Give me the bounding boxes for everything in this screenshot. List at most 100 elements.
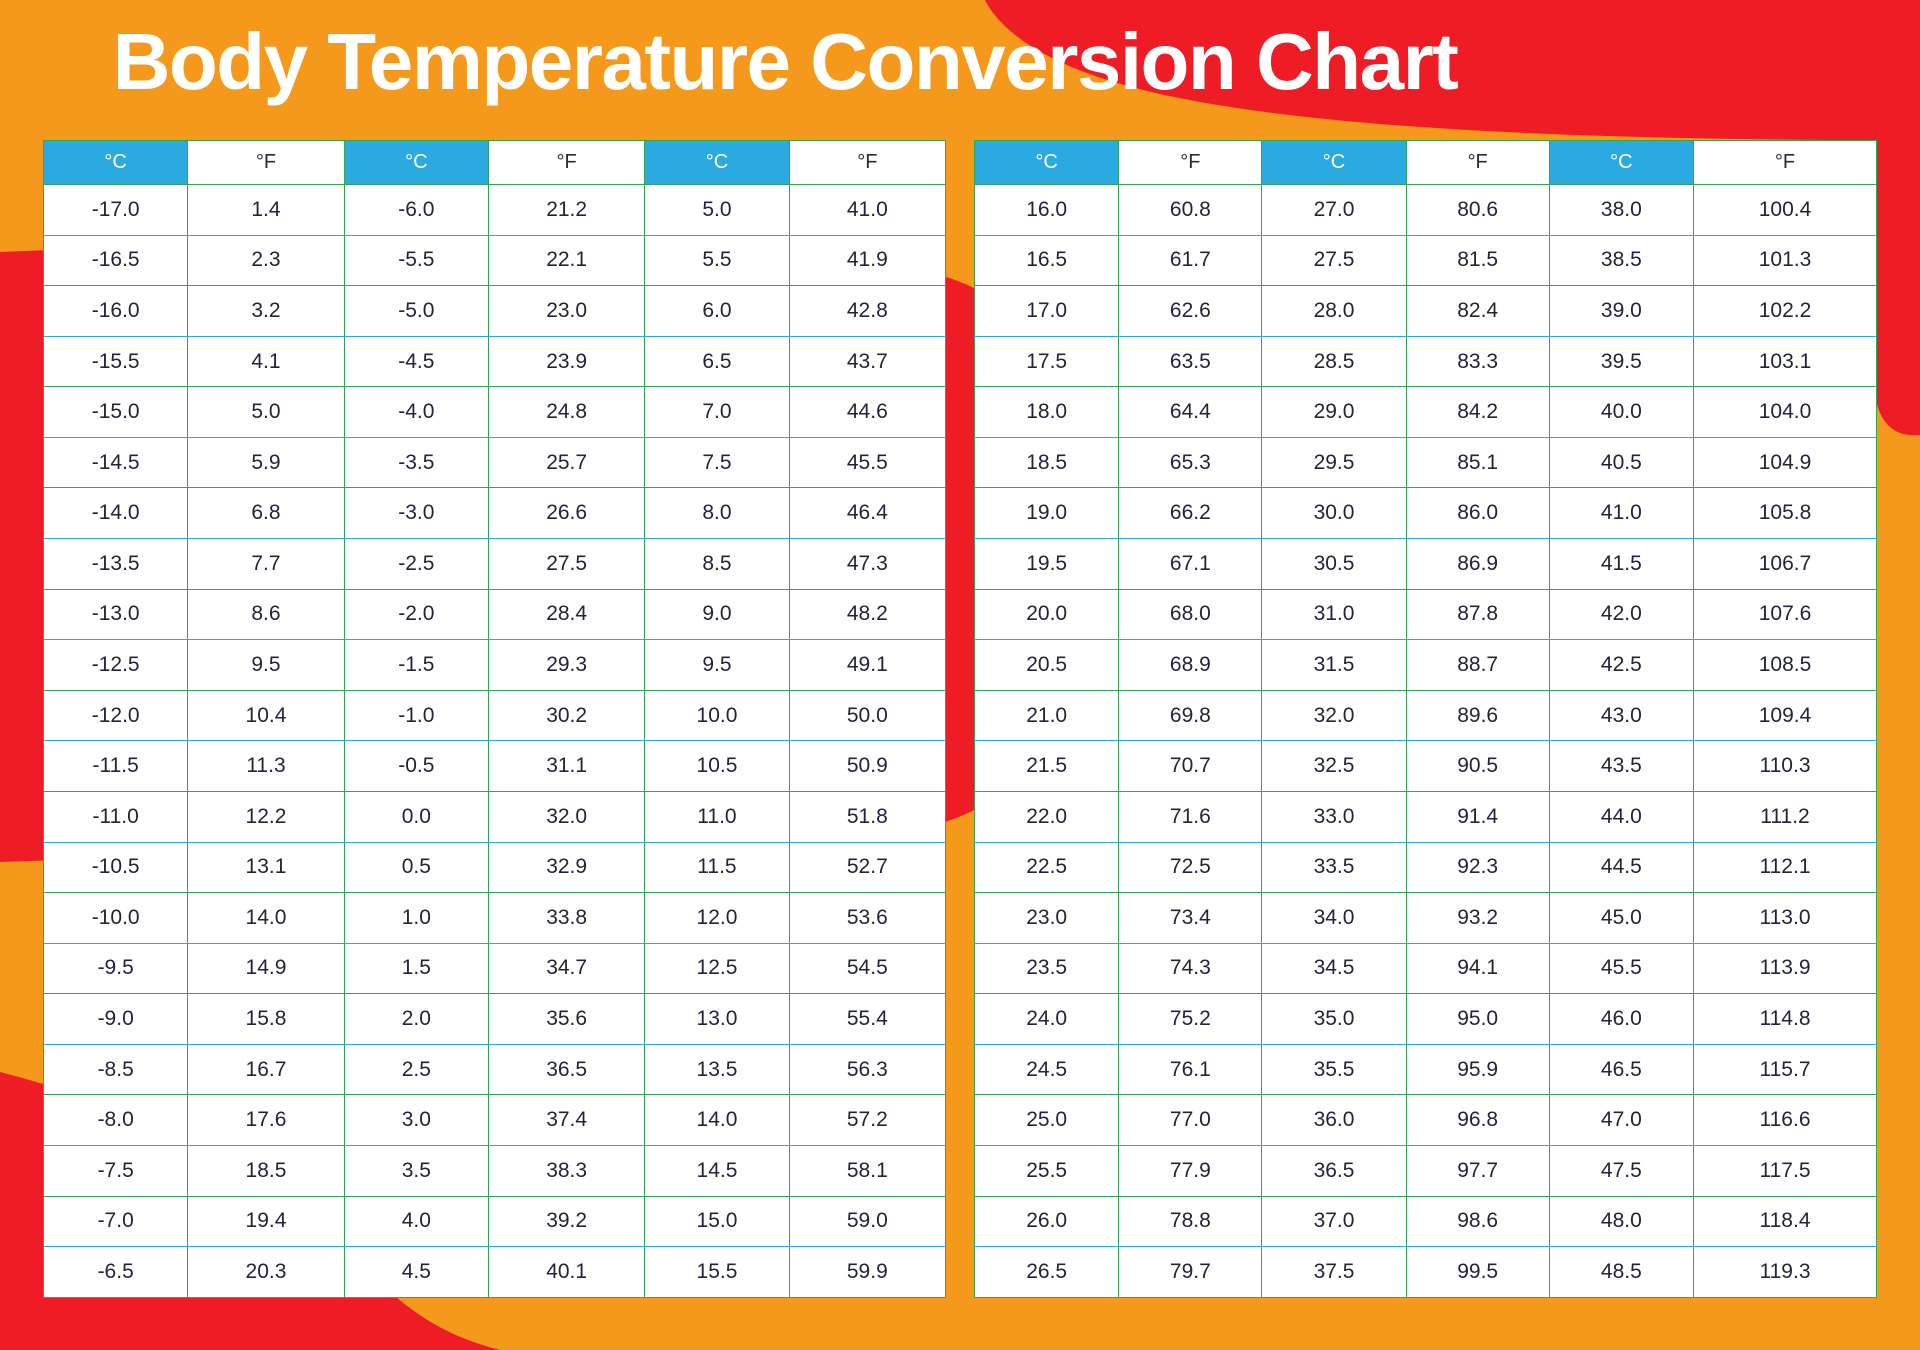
fahrenheit-value-cell: 68.9 [1118, 639, 1263, 691]
fahrenheit-value-cell: 110.3 [1693, 740, 1877, 792]
fahrenheit-value-cell: 13.1 [187, 841, 345, 894]
celsius-value-cell: 46.0 [1548, 993, 1695, 1045]
fahrenheit-value-cell: 9.5 [187, 639, 345, 691]
table-row: -10.0 14.0 1.0 33.8 12.0 53.6 [42, 892, 947, 944]
celsius-value-cell: 13.5 [644, 1043, 790, 1096]
celsius-value-cell: 11.5 [644, 841, 790, 894]
celsius-value-cell: 45.5 [1548, 942, 1695, 995]
fahrenheit-value-cell: 32.0 [487, 790, 646, 843]
fahrenheit-value-cell: 6.8 [187, 487, 345, 540]
celsius-value-cell: 27.0 [1261, 184, 1407, 236]
celsius-value-cell: -1.5 [343, 639, 489, 691]
celsius-header: °C [343, 140, 489, 185]
fahrenheit-value-cell: 53.6 [788, 892, 947, 944]
celsius-value-cell: 33.5 [1261, 841, 1407, 894]
celsius-value-cell: 27.5 [1261, 234, 1407, 287]
celsius-value-cell: 5.0 [644, 184, 790, 236]
fahrenheit-value-cell: 50.0 [788, 689, 947, 742]
celsius-value-cell: 17.0 [973, 285, 1120, 337]
fahrenheit-value-cell: 77.9 [1118, 1144, 1263, 1197]
celsius-value-cell: 36.0 [1261, 1094, 1407, 1146]
fahrenheit-value-cell: 35.6 [487, 993, 646, 1045]
fahrenheit-value-cell: 14.9 [187, 942, 345, 995]
celsius-value-cell: 6.5 [644, 335, 790, 388]
celsius-value-cell: 1.0 [343, 892, 489, 944]
table-row: -15.5 4.1 -4.5 23.9 6.5 43.7 [42, 335, 947, 388]
celsius-value-cell: 46.5 [1548, 1043, 1695, 1096]
celsius-value-cell: 29.0 [1261, 386, 1407, 438]
fahrenheit-header: °F [1118, 140, 1263, 185]
fahrenheit-value-cell: 69.8 [1118, 689, 1263, 742]
celsius-value-cell: 21.5 [973, 740, 1120, 792]
fahrenheit-value-cell: 60.8 [1118, 184, 1263, 236]
celsius-value-cell: -16.5 [42, 234, 189, 287]
fahrenheit-value-cell: 84.2 [1405, 386, 1550, 438]
fahrenheit-value-cell: 27.5 [487, 538, 646, 590]
fahrenheit-value-cell: 113.9 [1693, 942, 1877, 995]
table-row: -7.0 19.4 4.0 39.2 15.0 59.0 [42, 1195, 947, 1248]
fahrenheit-value-cell: 8.6 [187, 588, 345, 641]
table-row: -12.5 9.5 -1.5 29.3 9.5 49.1 [42, 639, 947, 691]
celsius-value-cell: -3.5 [343, 436, 489, 489]
fahrenheit-value-cell: 100.4 [1693, 184, 1877, 236]
celsius-value-cell: 30.5 [1261, 538, 1407, 590]
fahrenheit-value-cell: 15.8 [187, 993, 345, 1045]
fahrenheit-header: °F [1693, 140, 1877, 185]
celsius-value-cell: -9.5 [42, 942, 189, 995]
celsius-value-cell: 26.5 [973, 1246, 1120, 1298]
table-row: 24.0 75.2 35.0 95.0 46.0 114.8 [973, 993, 1877, 1045]
fahrenheit-value-cell: 4.1 [187, 335, 345, 388]
header-row: °C °F °C °F °C °F [42, 140, 947, 185]
celsius-value-cell: 40.0 [1548, 386, 1695, 438]
fahrenheit-value-cell: 104.0 [1693, 386, 1877, 438]
fahrenheit-value-cell: 30.2 [487, 689, 646, 742]
celsius-header: °C [973, 140, 1120, 185]
fahrenheit-value-cell: 112.1 [1693, 841, 1877, 894]
celsius-value-cell: 22.0 [973, 790, 1120, 843]
fahrenheit-value-cell: 28.4 [487, 588, 646, 641]
celsius-value-cell: 7.0 [644, 386, 790, 438]
fahrenheit-value-cell: 109.4 [1693, 689, 1877, 742]
celsius-value-cell: 47.0 [1548, 1094, 1695, 1146]
fahrenheit-value-cell: 26.6 [487, 487, 646, 540]
celsius-value-cell: 47.5 [1548, 1144, 1695, 1197]
fahrenheit-header: °F [487, 140, 646, 185]
celsius-value-cell: 48.0 [1548, 1195, 1695, 1248]
celsius-value-cell: 14.0 [644, 1094, 790, 1146]
fahrenheit-value-cell: 80.6 [1405, 184, 1550, 236]
fahrenheit-value-cell: 106.7 [1693, 538, 1877, 590]
fahrenheit-value-cell: 108.5 [1693, 639, 1877, 691]
celsius-value-cell: -0.5 [343, 740, 489, 792]
celsius-value-cell: 43.0 [1548, 689, 1695, 742]
table-row: -14.5 5.9 -3.5 25.7 7.5 45.5 [42, 436, 947, 489]
fahrenheit-value-cell: 41.0 [788, 184, 947, 236]
celsius-value-cell: 41.0 [1548, 487, 1695, 540]
fahrenheit-value-cell: 82.4 [1405, 285, 1550, 337]
celsius-value-cell: 15.5 [644, 1246, 790, 1298]
fahrenheit-value-cell: 89.6 [1405, 689, 1550, 742]
celsius-value-cell: -7.5 [42, 1144, 189, 1197]
celsius-value-cell: -10.5 [42, 841, 189, 894]
fahrenheit-value-cell: 81.5 [1405, 234, 1550, 287]
fahrenheit-value-cell: 76.1 [1118, 1043, 1263, 1096]
fahrenheit-value-cell: 23.9 [487, 335, 646, 388]
table-row: 16.5 61.7 27.5 81.5 38.5 101.3 [973, 234, 1877, 287]
celsius-value-cell: -12.5 [42, 639, 189, 691]
fahrenheit-value-cell: 118.4 [1693, 1195, 1877, 1248]
celsius-value-cell: 39.5 [1548, 335, 1695, 388]
celsius-value-cell: 12.5 [644, 942, 790, 995]
celsius-value-cell: 38.0 [1548, 184, 1695, 236]
celsius-value-cell: 3.0 [343, 1094, 489, 1146]
celsius-value-cell: 20.5 [973, 639, 1120, 691]
fahrenheit-value-cell: 25.7 [487, 436, 646, 489]
table-row: -6.5 20.3 4.5 40.1 15.5 59.9 [42, 1246, 947, 1298]
celsius-value-cell: 8.0 [644, 487, 790, 540]
fahrenheit-value-cell: 65.3 [1118, 436, 1263, 489]
celsius-value-cell: -2.0 [343, 588, 489, 641]
fahrenheit-value-cell: 47.3 [788, 538, 947, 590]
celsius-value-cell: 31.5 [1261, 639, 1407, 691]
celsius-value-cell: 15.0 [644, 1195, 790, 1248]
fahrenheit-value-cell: 59.0 [788, 1195, 947, 1248]
fahrenheit-value-cell: 17.6 [187, 1094, 345, 1146]
celsius-value-cell: 44.5 [1548, 841, 1695, 894]
